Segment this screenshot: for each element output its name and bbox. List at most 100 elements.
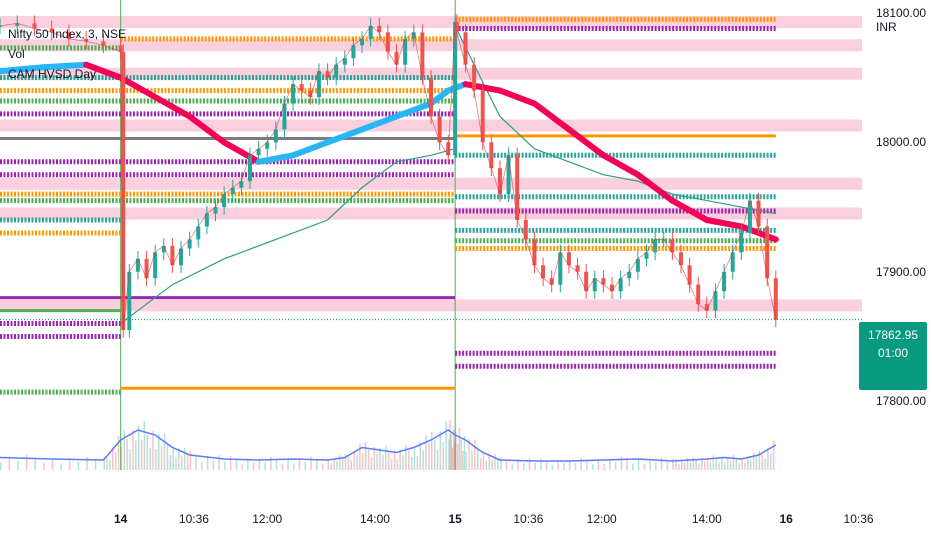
volume-bar	[591, 464, 594, 470]
volume-bar	[402, 455, 404, 470]
zone-band-3	[0, 119, 862, 132]
candle-body	[170, 245, 175, 266]
volume-bar	[86, 456, 88, 470]
candle-body	[722, 271, 727, 292]
candle-body	[747, 200, 752, 233]
ema-segment	[117, 74, 159, 101]
volume-bar	[626, 460, 628, 470]
volume-bar	[755, 456, 758, 470]
volume-bar	[428, 443, 430, 470]
volume-bar	[637, 459, 640, 470]
candle-body	[32, 23, 37, 29]
volume-bar	[379, 448, 381, 470]
candle-body	[558, 252, 563, 285]
volume-bar	[545, 461, 548, 470]
candle-body	[0, 25, 2, 27]
candle-body	[299, 84, 304, 91]
time-tick-label: 15	[448, 512, 462, 526]
volume-bar	[103, 457, 105, 470]
volume-bar	[715, 459, 717, 470]
volume-bar	[270, 456, 272, 470]
ema-segment	[393, 100, 434, 120]
candle-body	[230, 187, 235, 195]
volume-bar	[310, 456, 312, 470]
volume-bar	[77, 461, 80, 470]
candle-body	[610, 284, 615, 292]
volume-bar	[132, 429, 134, 470]
volume-bar	[551, 464, 554, 470]
ema-segment	[634, 171, 676, 204]
time-tick-label: 12:00	[252, 512, 283, 526]
volume-bar	[43, 463, 45, 470]
volume-bar	[229, 456, 232, 470]
volume-bar	[449, 420, 451, 470]
volume-bar	[175, 457, 177, 470]
volume-bar	[60, 463, 62, 470]
volume-bar	[721, 456, 723, 470]
volume-bar	[718, 462, 720, 470]
volume-bar	[468, 439, 470, 470]
candle-body	[153, 252, 158, 279]
volume-bar	[287, 458, 289, 470]
volume-bar	[689, 462, 692, 470]
candle-body	[118, 45, 123, 52]
candle-body	[730, 252, 735, 272]
candle-body	[144, 258, 149, 279]
volume-bar	[364, 442, 367, 470]
candle-body	[247, 155, 252, 182]
price-axis[interactable]: INR 18100.00 18000.00 17900.00 17800.00	[862, 0, 932, 550]
volume-bar	[660, 457, 663, 470]
candle-body	[325, 71, 330, 78]
volume-bar	[683, 462, 686, 470]
ema-segment	[324, 126, 366, 146]
volume-bar	[680, 459, 683, 470]
volume-bar	[491, 459, 493, 470]
volume-bar	[732, 455, 735, 470]
volume-bar	[726, 456, 729, 470]
volume-bar	[347, 456, 350, 470]
candle-body	[463, 32, 468, 65]
volume-bar	[25, 455, 28, 470]
volume-bar	[137, 426, 140, 470]
volume-bar	[758, 451, 761, 470]
volume-bar	[643, 463, 646, 470]
volume-bar	[327, 460, 330, 470]
candle-body	[196, 226, 201, 240]
volume-bar	[460, 439, 462, 470]
volume-bar	[686, 457, 689, 470]
ema-segment	[152, 94, 193, 120]
volume-bar	[408, 450, 410, 470]
candle-body	[601, 278, 606, 285]
volume-bar	[399, 449, 401, 470]
volume-bar	[341, 458, 344, 470]
volume-bar	[517, 459, 519, 470]
candle-body	[429, 77, 433, 117]
volume-bar	[373, 447, 376, 470]
volume-bar	[741, 459, 743, 470]
volume-bar	[752, 452, 755, 470]
volume-bar	[135, 440, 137, 470]
candle-body	[618, 278, 623, 292]
volume-bar	[140, 439, 143, 470]
volume-bar	[172, 449, 174, 470]
chart-plot[interactable]	[0, 0, 862, 504]
time-axis[interactable]: 14 10:36 12:00 14:00 15 10:36 12:00 14:00 16 10:3…	[0, 504, 874, 544]
chart-legend: Nifty 50 Index, 3, NSE Vol CAM HVSD Day	[8, 24, 126, 84]
volume-bar	[146, 435, 149, 470]
volume-bar	[453, 442, 456, 470]
volume-bar	[51, 459, 54, 470]
volume-bar	[387, 452, 390, 470]
volume-bar	[747, 456, 749, 470]
zone-band-1	[0, 39, 862, 52]
volume-bar	[330, 463, 332, 470]
volume-bar	[241, 463, 243, 470]
volume-bar	[298, 458, 301, 470]
volume-bar	[632, 463, 634, 470]
volume-bar	[675, 461, 677, 470]
volume-bar	[68, 458, 71, 470]
volume-bar	[382, 454, 384, 470]
volume-bar	[451, 447, 454, 470]
volume-bar	[580, 458, 582, 470]
price-tick-label: 18000.00	[876, 135, 927, 150]
